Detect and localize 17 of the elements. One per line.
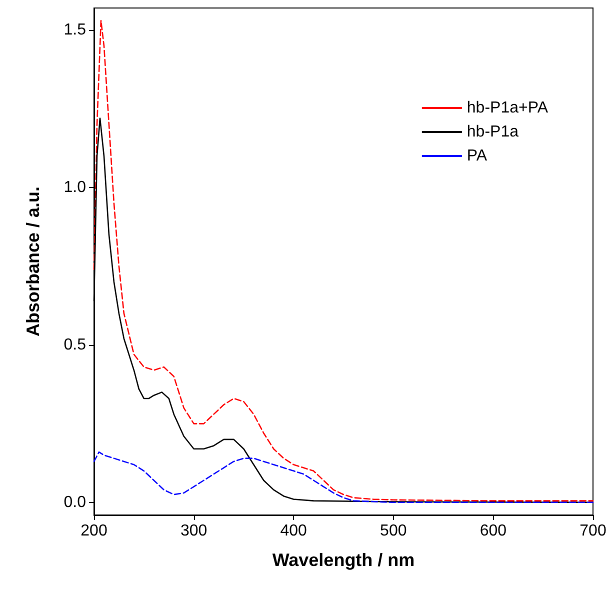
y-axis-title: Absorbance / a.u. [23,186,43,337]
x-tick-label: 500 [380,522,407,540]
legend-label: PA [466,148,488,164]
x-tick-label: 200 [80,522,108,540]
legend-label: hb-P1a [466,124,519,140]
x-tick-label: 400 [280,522,308,540]
x-tick-label: 700 [580,522,606,540]
y-tick-label: 1.0 [64,178,86,196]
y-tick-label: 0.0 [64,494,86,511]
x-tick-label: 300 [180,522,208,540]
line-series [93,20,594,502]
legend-label: hb-P1a+PA [466,100,548,116]
y-tick-label: 0.5 [64,336,86,354]
y-tick-label: 1.5 [64,22,86,39]
line-series [93,451,594,504]
x-axis-title: Wavelength / nm [272,550,415,570]
x-tick-label: 600 [480,522,507,540]
